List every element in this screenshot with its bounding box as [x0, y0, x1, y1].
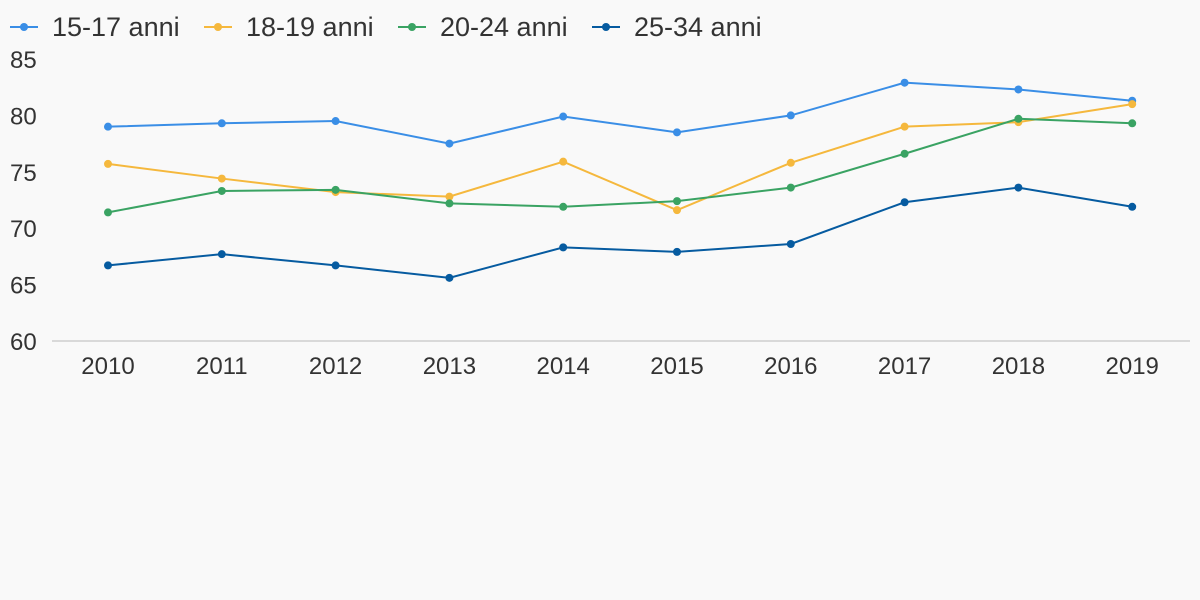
- legend-marker-icon: [20, 23, 28, 31]
- data-point: [1128, 119, 1137, 128]
- legend-item: 18-19 anni: [204, 12, 374, 42]
- data-point: [104, 122, 112, 131]
- plot-area: [104, 78, 1137, 282]
- data-point: [673, 128, 681, 137]
- series-line: [107, 103, 1133, 212]
- x-tick-label: 2013: [423, 353, 476, 380]
- data-point: [104, 261, 112, 270]
- data-point: [445, 139, 454, 148]
- y-axis: 60 65 70 75 80 85: [10, 47, 37, 356]
- data-point: [331, 117, 340, 126]
- data-point: [559, 112, 568, 121]
- series-line: [107, 81, 1133, 145]
- series-line: [107, 117, 1133, 214]
- data-point: [1014, 183, 1023, 192]
- data-point: [217, 119, 226, 128]
- data-point: [786, 158, 795, 167]
- x-tick-label: 2012: [309, 353, 362, 380]
- data-point: [331, 261, 340, 270]
- data-point: [104, 159, 112, 168]
- y-tick-label: 65: [10, 273, 37, 300]
- x-axis: 2010 2011 2012 2013 2014 2015 2016 2017 2018 2019: [81, 353, 1159, 380]
- legend-label: 25-34 anni: [634, 12, 762, 42]
- x-tick-label: 2017: [878, 353, 931, 380]
- data-point: [445, 273, 454, 282]
- x-tick-label: 2011: [196, 353, 248, 380]
- data-point: [445, 192, 454, 201]
- x-tick-label: 2019: [1106, 353, 1159, 380]
- data-point: [104, 208, 112, 217]
- legend-label: 18-19 anni: [246, 12, 374, 42]
- y-tick-label: 80: [10, 103, 37, 130]
- legend-marker-icon: [214, 23, 222, 31]
- data-point: [900, 198, 909, 207]
- data-point: [559, 157, 568, 166]
- x-tick-label: 2018: [992, 353, 1045, 380]
- data-point: [331, 185, 340, 194]
- data-point: [786, 111, 795, 120]
- legend-label: 15-17 anni: [52, 12, 180, 42]
- data-point: [1014, 85, 1023, 94]
- data-point: [900, 149, 909, 158]
- data-point: [559, 202, 568, 211]
- legend-label: 20-24 anni: [440, 12, 568, 42]
- x-tick-label: 2015: [650, 353, 703, 380]
- data-point: [673, 197, 681, 206]
- x-tick-label: 2014: [537, 353, 590, 380]
- legend-item: 20-24 anni: [398, 12, 568, 42]
- series-20-24-anni: [104, 114, 1137, 217]
- data-point: [559, 243, 568, 252]
- series-25-34-anni: [104, 183, 1137, 282]
- data-point: [673, 206, 681, 215]
- data-point: [217, 250, 226, 259]
- series-line: [107, 186, 1133, 279]
- series-15-17-anni: [104, 78, 1137, 148]
- y-tick-label: 75: [10, 160, 37, 187]
- data-point: [786, 239, 795, 248]
- data-point: [1128, 100, 1137, 109]
- data-point: [1128, 202, 1137, 211]
- data-point: [217, 186, 226, 195]
- y-tick-label: 60: [10, 329, 37, 356]
- data-point: [445, 199, 454, 208]
- x-tick-label: 2016: [764, 353, 817, 380]
- series-18-19-anni: [104, 100, 1137, 215]
- y-tick-label: 85: [10, 47, 37, 74]
- y-tick-label: 70: [10, 216, 37, 243]
- data-point: [900, 122, 909, 131]
- x-tick-label: 2010: [81, 353, 134, 380]
- data-point: [1014, 114, 1023, 123]
- data-point: [900, 78, 909, 87]
- data-point: [217, 174, 226, 183]
- legend-marker-icon: [602, 23, 610, 31]
- legend-item: 15-17 anni: [10, 12, 180, 42]
- data-point: [673, 247, 681, 256]
- data-point: [786, 183, 795, 192]
- legend: 15-17 anni 18-19 anni 20-24 anni 25-34 anni: [10, 12, 762, 42]
- legend-marker-icon: [408, 23, 416, 31]
- legend-item: 25-34 anni: [592, 12, 762, 42]
